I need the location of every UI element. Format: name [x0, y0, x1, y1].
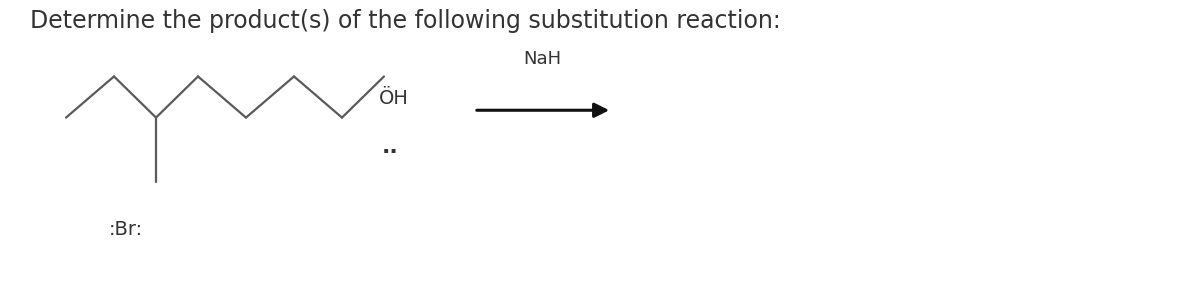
- Text: NaH: NaH: [523, 50, 562, 68]
- Text: ..: ..: [382, 137, 398, 157]
- Text: ÖH: ÖH: [379, 89, 409, 108]
- Text: :Br:: :Br:: [109, 220, 143, 239]
- Text: Determine the product(s) of the following substitution reaction:: Determine the product(s) of the followin…: [30, 9, 781, 33]
